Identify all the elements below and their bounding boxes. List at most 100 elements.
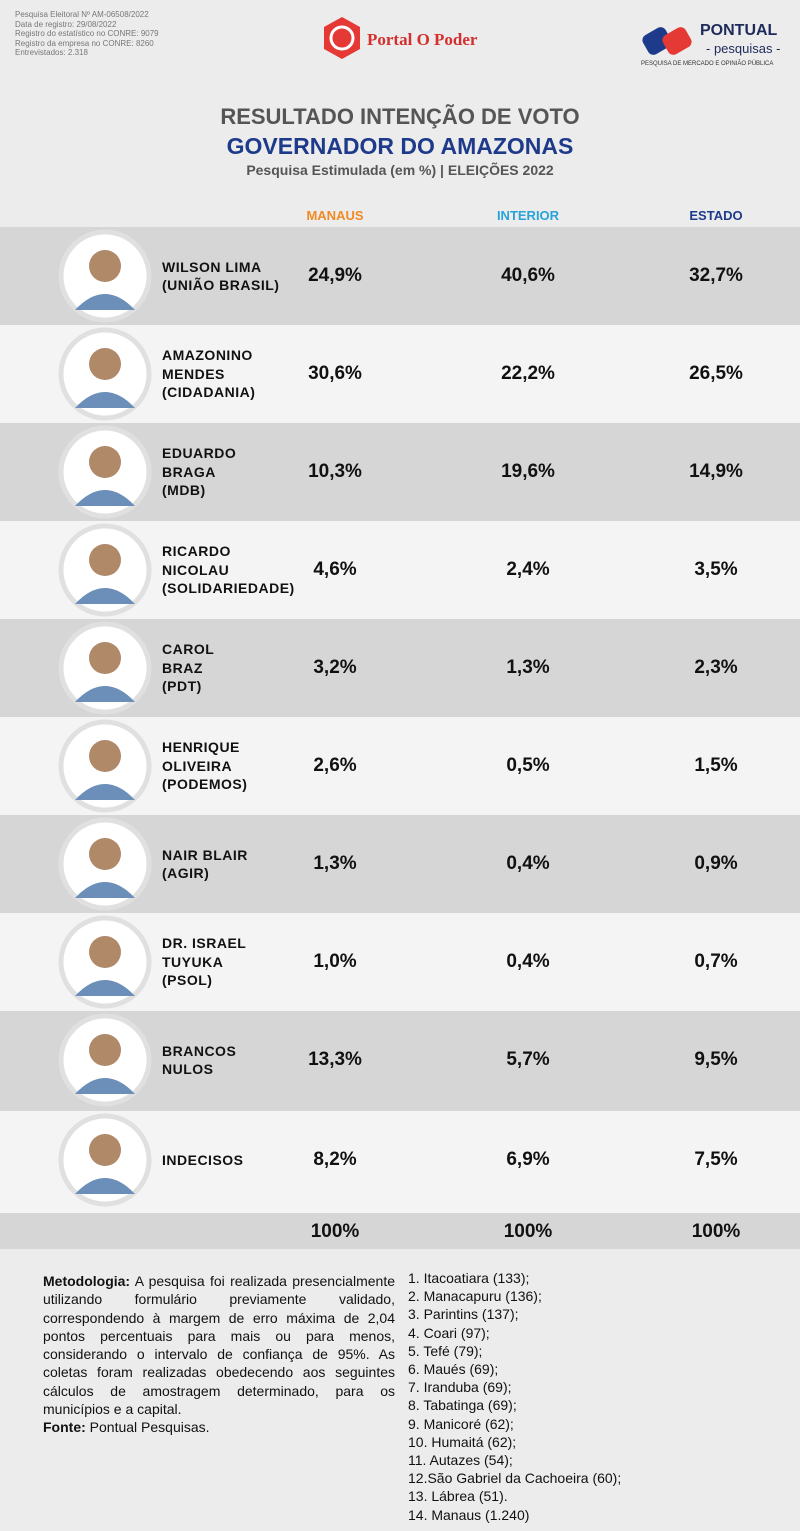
name-line: AMAZONINO [162,347,253,364]
total-value: 100% [310,1221,360,1242]
name-line: BRAGA [162,463,216,480]
name-line: OLIVEIRA [162,757,233,774]
pontual-icon [642,27,692,55]
portal-icon [324,17,360,59]
municipality: 8. Tabatinga (69); [408,1397,517,1414]
table-row: HENRIQUE OLIVEIRA (PODEMOS) 2,6% 0,5% 1,5% [0,717,800,815]
name-line: HENRIQUE [162,739,240,756]
name-line: NULOS [162,1061,214,1077]
vote-value: 2,6% [313,755,357,776]
column-header: INTERIOR [496,208,560,223]
name-line: NAIR BLAIR [162,846,248,863]
name-line: CAROL [162,641,215,658]
vote-value: 14,9% [689,461,743,482]
photo [58,817,152,911]
photo [58,915,152,1009]
municipality: 11. Autazes (54); [408,1452,513,1468]
table-row: WILSON LIMA (UNIÃO BRASIL) 24,9% 40,6% 32,7% [0,227,800,325]
vote-value: 6,9% [506,1149,550,1170]
vote-value: 1,5% [694,755,738,776]
candidate-name: CAROL BRAZ (PDT) [162,640,214,696]
vote-value: 7,5% [694,1149,738,1170]
vote-value: 0,9% [694,853,738,874]
vote-value: 22,2% [501,363,555,384]
vote-value: 0,7% [694,951,738,972]
photo [58,621,152,715]
photo [58,1013,152,1107]
vote-value: 2,4% [506,559,550,580]
registry-line: Data de registro: 29/08/2022 [15,19,117,29]
registry: Pesquisa Eleitoral Nº AM-06508/2022 Data … [15,10,159,58]
title: RESULTADO INTENÇÃO DE VOTO [220,104,580,129]
name-line: MENDES [162,365,225,382]
photo [58,1113,152,1207]
name-line: (PDT) [162,678,202,695]
municipality: 7. Iranduba (69); [408,1379,512,1396]
name-line: WILSON LIMA [162,258,262,275]
name-line: BRANCOS [162,1042,237,1059]
name-line: (PSOL) [162,972,213,989]
candidate-name: NAIR BLAIR (AGIR) [162,846,248,883]
table-row: RICARDO NICOLAU (SOLIDARIEDADE) 4,6% 2,4% 3,5… [0,521,800,619]
candidate-name: RICARDO NICOLAU (SOLIDARIEDADE) [162,542,295,598]
vote-value: 0,5% [506,755,550,776]
column-header: ESTADO [689,208,743,223]
municipality: 13. Lábrea (51). [408,1488,508,1505]
vote-value: 30,6% [308,363,362,384]
vote-value: 1,3% [313,853,357,874]
vote-value: 9,5% [694,1049,738,1070]
vote-value: 2,3% [694,657,738,678]
municipality: 1. Itacoatiara (133); [408,1270,530,1286]
name-line: BRAZ [162,659,203,676]
vote-value: 10,3% [308,461,362,482]
source: Pontual Pesquisas. [89,1419,210,1436]
municipality: 14. Manaus (1.240) [408,1506,530,1523]
name-line: NICOLAU [162,561,230,578]
total-value: 100% [691,1221,741,1242]
municipality: 10. Humaitá (62); [408,1433,517,1450]
registry-line: Registro do estatístico no CONRE: 9079 [15,29,159,38]
municipality: 6. Maués (69); [408,1361,499,1377]
portal-logo: Portal O Poder [367,30,478,49]
municipality: 12.São Gabriel da Cachoeira (60); [408,1470,622,1487]
municipality: 5. Tefé (79); [408,1342,483,1359]
registry-line: Registro da empresa no CONRE: 8260 [15,38,154,48]
registry-line: Pesquisa Eleitoral Nº AM-06508/2022 [15,10,149,19]
photo [58,425,152,519]
vote-value: 0,4% [506,951,550,972]
name-line: (SOLIDARIEDADE) [162,580,295,597]
table-row: CAROL BRAZ (PDT) 3,2% 1,3% 2,3% [0,619,800,717]
vote-value: 24,9% [308,265,362,286]
name-line: TUYUKA [162,953,224,970]
vote-value: 4,6% [313,559,357,580]
name-line: INDECISOS [162,1151,244,1168]
vote-value: 3,5% [694,559,738,580]
candidate-name: DR. ISRAEL TUYUKA (PSOL) [162,934,246,990]
photo [58,719,152,813]
pontual-tagline: PESQUISA DE MERCADO E OPINIÃO PÚBLICA [641,61,774,67]
subtitle: GOVERNADOR DO AMAZONAS [226,133,574,159]
table-row: NAIR BLAIR (AGIR) 1,3% 0,4% 0,9% [0,815,800,913]
vote-value: 26,5% [689,363,743,384]
candidate-name: INDECISOS [162,1151,244,1170]
municipality: 4. Coari (97); [408,1324,490,1341]
total-value: 100% [503,1221,553,1242]
methodology-label: Metodologia: [43,1273,131,1289]
vote-value: 19,6% [501,461,555,482]
name-line: RICARDO [162,543,231,560]
candidate-name: EDUARDO BRAGA (MDB) [162,444,236,500]
name-line: (AGIR) [162,865,210,881]
municipality: 2. Manacapuru (136); [408,1288,542,1305]
photo [58,523,152,617]
name-line: (MDB) [162,482,206,499]
vote-value: 8,2% [313,1149,357,1170]
methodology: Metodologia: A pesquisa foi realizada pr… [43,1272,395,1437]
vote-value: 1,0% [313,951,357,972]
vote-value: 32,7% [689,265,743,286]
name-line: (CIDADANIA) [162,384,256,401]
candidate-name: HENRIQUE OLIVEIRA (PODEMOS) [162,738,247,794]
name-line: (UNIÃO BRASIL) [162,277,280,293]
candidate-name: BRANCOS NULOS [162,1042,236,1079]
table-row: EDUARDO BRAGA (MDB) 10,3% 19,6% 14,9% [0,423,800,521]
vote-value: 40,6% [501,265,555,286]
